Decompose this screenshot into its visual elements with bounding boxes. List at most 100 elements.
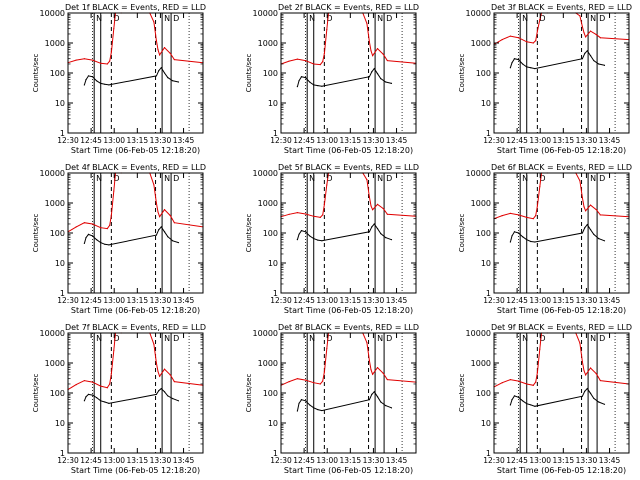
data-point-lld xyxy=(366,341,368,344)
data-point-lld xyxy=(599,37,601,39)
x-tick-label: 12:30 xyxy=(57,136,79,145)
y-tick-label: 10000 xyxy=(466,9,491,18)
data-point-events xyxy=(522,236,524,238)
x-axis-label: Start Time (06-Feb-05 12:18:20) xyxy=(497,306,626,315)
data-point-events xyxy=(317,85,319,87)
chart-title: Det 9f BLACK = Events, RED = LLD xyxy=(491,323,632,332)
data-point-events xyxy=(509,404,511,406)
data-point-events xyxy=(160,67,162,69)
y-tick-label: 10 xyxy=(481,419,491,428)
y-axis-label: Counts/sec xyxy=(32,374,40,413)
data-point-lld xyxy=(153,184,155,186)
x-tick-label: 13:15 xyxy=(553,136,575,145)
segment-label: N xyxy=(522,14,528,23)
y-tick-label: 10 xyxy=(55,259,65,268)
data-point-lld xyxy=(106,387,108,389)
y-tick-label: 1 xyxy=(486,289,491,298)
x-tick-label: 12:45 xyxy=(506,136,528,145)
chart-title: Det 3f BLACK = Events, RED = LLD xyxy=(491,3,632,12)
data-point-lld xyxy=(599,379,601,382)
data-point-lld xyxy=(319,64,321,66)
data-point-events xyxy=(83,400,85,402)
data-point-lld xyxy=(372,373,374,375)
y-tick-label: 100 xyxy=(476,389,491,398)
segment-label: N xyxy=(96,14,102,23)
data-point-lld xyxy=(155,202,157,204)
data-point-lld xyxy=(313,382,315,384)
data-point-lld xyxy=(155,40,157,42)
data-point-lld xyxy=(323,52,325,55)
data-point-events xyxy=(390,239,393,241)
data-point-lld xyxy=(169,215,171,217)
data-point-lld xyxy=(532,42,534,44)
data-point-events xyxy=(390,82,393,85)
x-tick-label: 13:45 xyxy=(599,456,621,465)
y-tick-label: 1 xyxy=(273,129,278,138)
data-point-events xyxy=(598,63,600,65)
data-point-lld xyxy=(296,378,298,380)
data-point-events xyxy=(298,233,300,235)
data-point-events xyxy=(177,241,180,244)
series-line-lld xyxy=(493,332,630,388)
data-point-events xyxy=(390,407,393,409)
x-tick-label: 13:15 xyxy=(340,456,362,465)
x-tick-label: 13:45 xyxy=(173,296,195,305)
series-line-events xyxy=(83,387,179,404)
x-axis-label: Start Time (06-Feb-05 12:18:20) xyxy=(71,146,200,155)
series-line-events xyxy=(296,223,392,242)
data-point-lld xyxy=(532,218,534,220)
segment-label: D xyxy=(539,334,545,343)
y-tick-label: 100 xyxy=(263,69,278,78)
series-line-events xyxy=(83,226,179,246)
plot-frame xyxy=(493,332,630,454)
series-line-lld xyxy=(493,12,630,45)
data-point-events xyxy=(100,82,102,85)
x-tick-label: 12:30 xyxy=(270,296,292,305)
data-point-events xyxy=(589,392,592,394)
data-point-events xyxy=(603,64,606,66)
chart-title: Det 4f BLACK = Events, RED = LLD xyxy=(65,163,206,172)
data-point-lld xyxy=(526,216,528,219)
data-point-events xyxy=(368,76,370,78)
data-point-events xyxy=(368,231,370,233)
data-point-lld xyxy=(585,36,587,38)
series-line-lld xyxy=(67,172,204,233)
y-tick-label: 10 xyxy=(268,259,278,268)
data-point-lld xyxy=(581,361,583,363)
chart-title: Det 7f BLACK = Events, RED = LLD xyxy=(65,323,206,332)
y-axis-label: Counts/sec xyxy=(458,374,466,413)
data-point-events xyxy=(304,400,307,402)
data-point-lld xyxy=(326,348,328,350)
segment-label: D xyxy=(173,174,179,183)
data-point-lld xyxy=(532,384,534,386)
x-axis-label: Start Time (06-Feb-05 12:18:20) xyxy=(497,146,626,155)
data-point-lld xyxy=(376,48,379,50)
y-tick-label: 10000 xyxy=(40,9,65,18)
data-point-lld xyxy=(585,374,587,376)
y-tick-label: 10 xyxy=(55,419,65,428)
y-tick-label: 10 xyxy=(268,99,278,108)
data-point-lld xyxy=(376,367,379,369)
data-point-lld xyxy=(163,209,166,211)
x-tick-label: 12:45 xyxy=(80,296,102,305)
data-point-lld xyxy=(313,215,315,217)
x-tick-label: 13:30 xyxy=(576,456,598,465)
x-tick-label: 13:00 xyxy=(316,296,338,305)
y-tick-label: 100 xyxy=(263,389,278,398)
data-point-lld xyxy=(91,381,94,383)
x-tick-label: 13:45 xyxy=(599,296,621,305)
data-point-events xyxy=(511,399,513,401)
x-tick-label: 13:00 xyxy=(103,296,125,305)
data-point-events xyxy=(155,393,157,395)
data-point-events xyxy=(87,393,90,395)
segment-label: N xyxy=(309,174,315,183)
data-point-events xyxy=(368,399,370,401)
data-point-lld xyxy=(589,204,592,206)
data-point-events xyxy=(317,239,319,241)
data-point-lld xyxy=(75,384,77,386)
y-tick-label: 10 xyxy=(481,99,491,108)
data-point-lld xyxy=(113,349,115,352)
x-tick-label: 12:30 xyxy=(483,456,505,465)
